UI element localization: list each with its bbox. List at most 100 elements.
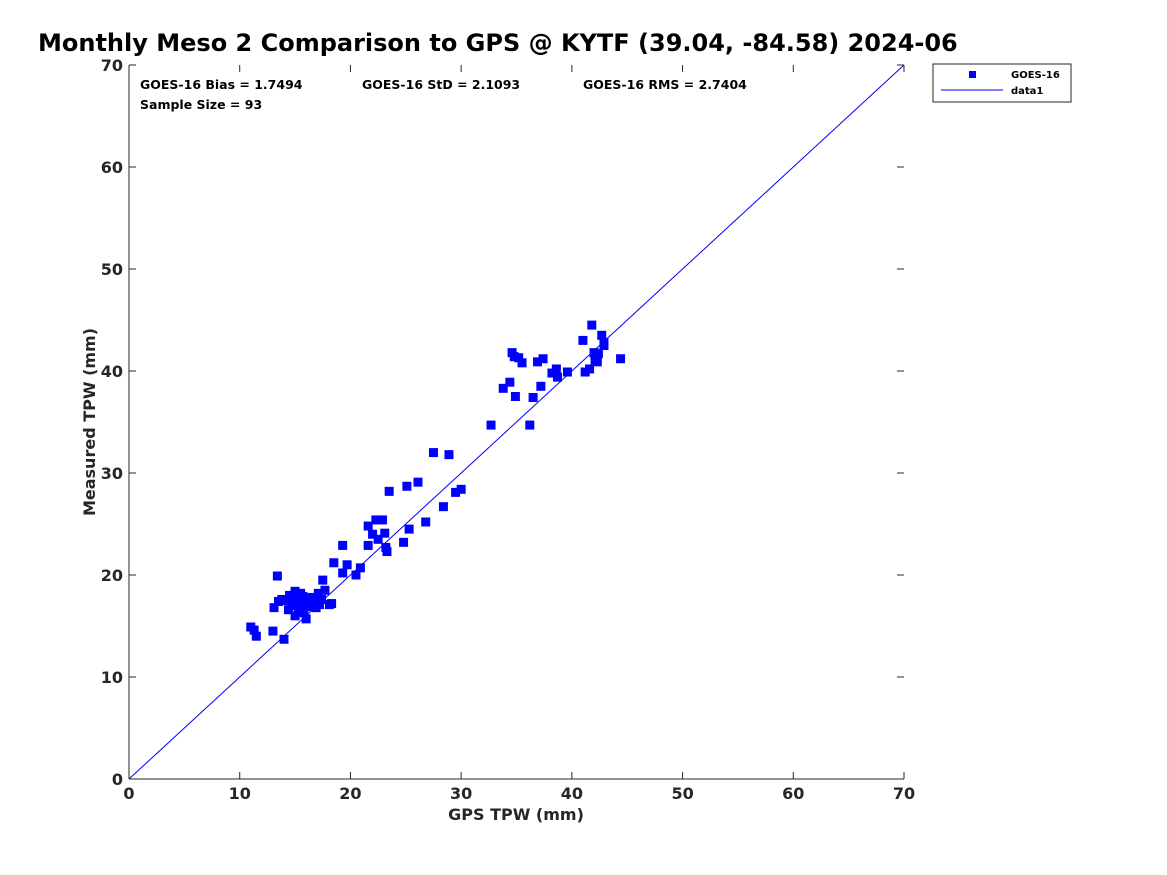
data-point-9 — [281, 596, 291, 605]
data-point-63 — [486, 420, 496, 430]
data-point-57 — [421, 517, 431, 527]
data-point-48 — [378, 515, 388, 525]
data-point-78 — [552, 372, 562, 382]
data-point-90 — [599, 337, 609, 347]
data-point-26 — [307, 592, 317, 602]
stat-bias: GOES-16 Bias = 1.7494 — [140, 77, 303, 92]
x-tick-label-3: 30 — [450, 784, 472, 803]
data-point-41 — [351, 570, 361, 580]
data-point-77 — [551, 364, 561, 374]
x-tick-label-7: 70 — [893, 784, 915, 803]
data-point-4 — [279, 634, 289, 644]
data-point-79 — [562, 367, 572, 377]
data-point-43 — [363, 540, 373, 550]
data-point-75 — [538, 354, 548, 364]
data-point-88 — [597, 330, 607, 340]
y-tick-label-1: 10 — [101, 668, 123, 687]
data-point-42 — [355, 563, 365, 573]
data-point-56 — [413, 477, 423, 487]
data-point-44 — [363, 521, 373, 531]
reference-line-data1 — [128, 64, 905, 780]
y-tick-label-3: 30 — [101, 464, 123, 483]
data-point-14 — [290, 611, 300, 621]
data-point-60 — [444, 450, 454, 460]
data-point-37 — [329, 558, 339, 568]
data-point-59 — [438, 502, 448, 512]
x-tick-label-5: 50 — [671, 784, 693, 803]
legend-box — [932, 63, 1072, 103]
legend-label-goes16: GOES-16 — [1011, 70, 1060, 81]
data-point-69 — [514, 353, 524, 363]
data-point-46 — [371, 515, 381, 525]
x-tick-label-6: 60 — [782, 784, 804, 803]
data-point-61 — [451, 487, 461, 497]
x-axis-ticks: 0 10 20 30 40 50 60 70 — [123, 65, 915, 803]
legend-marker-square — [969, 71, 976, 78]
data-point-68 — [510, 392, 520, 401]
data-point-52 — [384, 486, 394, 496]
legend: GOES-16 data1 — [932, 63, 1072, 103]
data-point-71 — [525, 420, 535, 430]
y-axis-label: Measured TPW (mm) — [80, 328, 99, 516]
stat-sample-size: Sample Size = 93 — [140, 97, 262, 112]
stat-rms: GOES-16 RMS = 2.7404 — [583, 77, 747, 92]
data-point-47 — [373, 534, 383, 544]
data-point-3 — [268, 626, 278, 636]
data-point-51 — [382, 547, 392, 557]
x-tick-label-2: 20 — [339, 784, 361, 803]
data-point-73 — [533, 357, 543, 367]
data-point-92 — [593, 349, 603, 359]
data-point-5 — [269, 603, 279, 613]
data-point-19 — [297, 601, 307, 611]
data-marks — [128, 64, 905, 780]
data-point-39 — [338, 568, 348, 578]
data-point-45 — [368, 529, 378, 539]
data-point-21 — [299, 608, 309, 618]
y-tick-label-5: 50 — [101, 260, 123, 279]
data-point-36 — [327, 599, 337, 609]
data-point-83 — [587, 320, 597, 330]
data-point-7 — [272, 571, 282, 581]
data-point-49 — [380, 528, 390, 538]
data-point-40 — [342, 560, 352, 570]
y-tick-label-7: 70 — [101, 56, 123, 75]
data-point-31 — [314, 600, 324, 610]
data-point-34 — [320, 585, 330, 595]
data-point-53 — [399, 537, 409, 547]
data-point-32 — [317, 594, 327, 604]
data-point-64 — [498, 383, 508, 393]
x-tick-label-0: 0 — [123, 784, 134, 803]
data-point-65 — [505, 377, 515, 387]
data-point-70 — [517, 358, 527, 368]
y-tick-label-2: 20 — [101, 566, 123, 585]
data-point-15 — [290, 586, 300, 596]
data-point-22 — [301, 614, 311, 624]
data-point-33 — [318, 575, 328, 585]
y-tick-label-4: 40 — [101, 362, 123, 381]
data-point-38 — [338, 540, 348, 550]
data-point-2 — [251, 631, 261, 641]
x-tick-label-1: 10 — [229, 784, 251, 803]
data-point-11 — [285, 590, 295, 600]
legend-label-data1: data1 — [1011, 86, 1043, 97]
chart-title: Monthly Meso 2 Comparison to GPS @ KYTF … — [38, 29, 958, 57]
stat-std: GOES-16 StD = 2.1093 — [362, 77, 520, 92]
data-point-16 — [292, 593, 302, 603]
data-point-80 — [578, 335, 588, 345]
x-axis-label: GPS TPW (mm) — [448, 805, 584, 824]
data-point-30 — [313, 588, 323, 598]
data-point-58 — [428, 448, 438, 458]
data-point-82 — [585, 364, 595, 374]
data-point-74 — [536, 381, 546, 391]
data-point-10 — [283, 605, 293, 615]
data-point-54 — [402, 481, 412, 491]
data-point-72 — [528, 393, 538, 403]
data-point-24 — [303, 602, 313, 612]
x-tick-label-4: 40 — [561, 784, 583, 803]
data-point-55 — [404, 524, 414, 534]
y-tick-label-6: 60 — [101, 158, 123, 177]
y-tick-label-0: 0 — [112, 770, 123, 789]
data-point-91 — [616, 354, 626, 364]
data-point-1 — [249, 625, 259, 635]
